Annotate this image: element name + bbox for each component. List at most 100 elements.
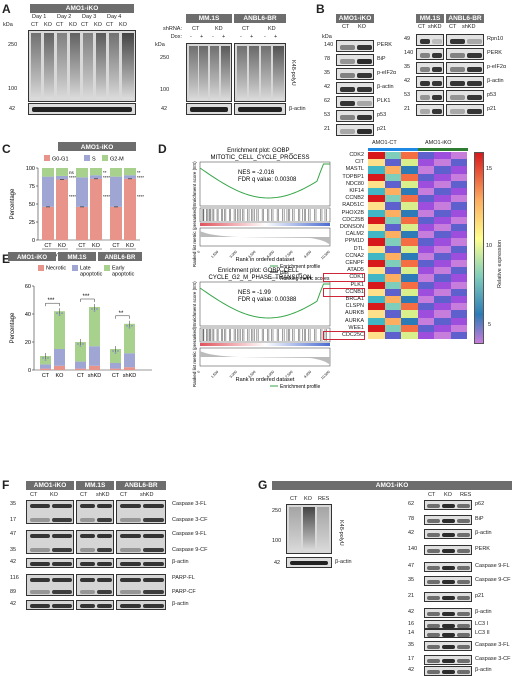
heatmap-cell xyxy=(384,224,401,232)
sig-label: ** xyxy=(137,170,141,175)
heatmap-cell xyxy=(417,173,434,181)
band xyxy=(143,603,164,608)
heatmap-cell xyxy=(450,281,467,289)
band xyxy=(120,578,141,582)
heatmap-cell xyxy=(434,260,451,268)
colorbar-tick: 15 xyxy=(486,166,493,172)
chart-c-bars: CTKODay 2ns********CTKODay 4**********CT… xyxy=(42,168,144,258)
nes-label: NES = -1.99 xyxy=(238,290,272,296)
protein-label: LC3 I xyxy=(475,621,489,627)
mw-marker: 17 xyxy=(10,517,17,523)
data-point xyxy=(91,308,93,310)
panel-b-mm1s-title: MM.1S xyxy=(416,14,444,23)
protein-label: Caspase 9-FL xyxy=(475,563,510,569)
gene-label: CDC25B xyxy=(342,216,364,223)
heatmap-cell xyxy=(417,195,434,203)
heatmap-cell xyxy=(434,166,451,174)
heatmap-cell xyxy=(384,288,401,296)
legend-label: Early xyxy=(112,266,125,272)
gene-label: CDK2 xyxy=(349,152,364,158)
actin-blot-mm1s xyxy=(186,103,232,115)
heatmap-cell xyxy=(368,166,385,174)
band xyxy=(427,566,440,570)
heatmap-cell xyxy=(434,216,451,224)
dox-sign: + xyxy=(274,34,278,40)
band xyxy=(457,504,470,508)
gene-label: CDK1 xyxy=(323,273,365,283)
mw-marker: 78 xyxy=(408,516,415,522)
band xyxy=(420,94,430,100)
bar-segment xyxy=(110,368,121,370)
gene-label: DONSON xyxy=(339,224,364,230)
band xyxy=(432,66,442,72)
mw-marker: 14 xyxy=(408,630,415,636)
blot-strip xyxy=(416,48,444,60)
heatmap-cell xyxy=(401,281,418,289)
band xyxy=(357,100,372,106)
heatmap-cell xyxy=(450,166,467,174)
enrichment-profile xyxy=(199,163,330,199)
heatmap-cell xyxy=(417,245,434,253)
band xyxy=(457,566,470,570)
gene-label: ATAD5 xyxy=(347,267,364,274)
mw-marker: 140 xyxy=(408,546,418,552)
lane-label: CT xyxy=(56,22,64,28)
enrichment-profile xyxy=(199,283,330,319)
bar-segment xyxy=(54,365,65,370)
blot-strip xyxy=(336,68,374,80)
heatmap-cell xyxy=(384,188,401,196)
heatmap-cell xyxy=(417,324,434,332)
band xyxy=(420,38,430,44)
mw-marker: 116 xyxy=(10,575,19,581)
bar-segment xyxy=(56,168,68,176)
x-tick-label: 9,000 xyxy=(303,250,312,259)
heatmap-cell xyxy=(434,231,451,239)
heatmap-cell xyxy=(384,310,401,318)
mw-marker: 42 xyxy=(161,106,168,112)
heatmap-cell xyxy=(368,274,385,282)
band xyxy=(457,549,470,553)
band xyxy=(357,86,372,92)
bar-label: CT xyxy=(112,373,120,379)
blot-strip xyxy=(424,500,472,510)
bar-segment xyxy=(56,179,68,240)
legend-label: G0-G1 xyxy=(52,157,69,163)
heatmap-cell xyxy=(384,267,401,275)
heatmap-cell xyxy=(450,296,467,304)
band xyxy=(97,548,112,552)
data-point xyxy=(112,350,114,352)
chart-e-title: MM.1S xyxy=(67,255,86,261)
blot-strip xyxy=(416,104,444,116)
lane-label: KO xyxy=(358,24,366,30)
hits-frame xyxy=(199,327,331,343)
panel-a-anbl6-title: ANBL6-BR xyxy=(234,14,286,23)
band xyxy=(97,504,112,508)
bar-segment xyxy=(76,168,88,178)
rank-axis-label: Rank in ordered dataset xyxy=(236,377,295,383)
mw-marker: 35 xyxy=(324,70,331,76)
heatmap-cell xyxy=(417,159,434,167)
band xyxy=(457,580,470,584)
heatmap-cell xyxy=(450,332,467,340)
rank-gradient xyxy=(200,343,330,346)
gene-label: BRCA1 xyxy=(345,296,364,302)
band xyxy=(427,670,440,674)
rank-metric-axis-label: Ranked list metric (preranked) xyxy=(192,326,197,387)
y-tick-label: 60 xyxy=(25,284,31,290)
x-tick-label: 3,000 xyxy=(229,370,238,379)
sig-label: ** xyxy=(119,311,124,317)
band xyxy=(442,566,455,570)
band xyxy=(357,44,372,50)
legend-label: Late xyxy=(80,266,91,272)
data-point xyxy=(42,357,44,359)
sig-label: *** xyxy=(82,294,90,300)
band xyxy=(52,590,72,594)
heatmap-cell xyxy=(434,202,451,210)
heatmap-cell xyxy=(434,310,451,318)
band xyxy=(143,518,164,522)
legend-swatch xyxy=(72,265,78,271)
protein-label: Rpn10 xyxy=(487,36,504,42)
panel-letter-f: F xyxy=(2,478,10,492)
band xyxy=(442,580,455,584)
shrna-group: CT xyxy=(192,26,200,32)
